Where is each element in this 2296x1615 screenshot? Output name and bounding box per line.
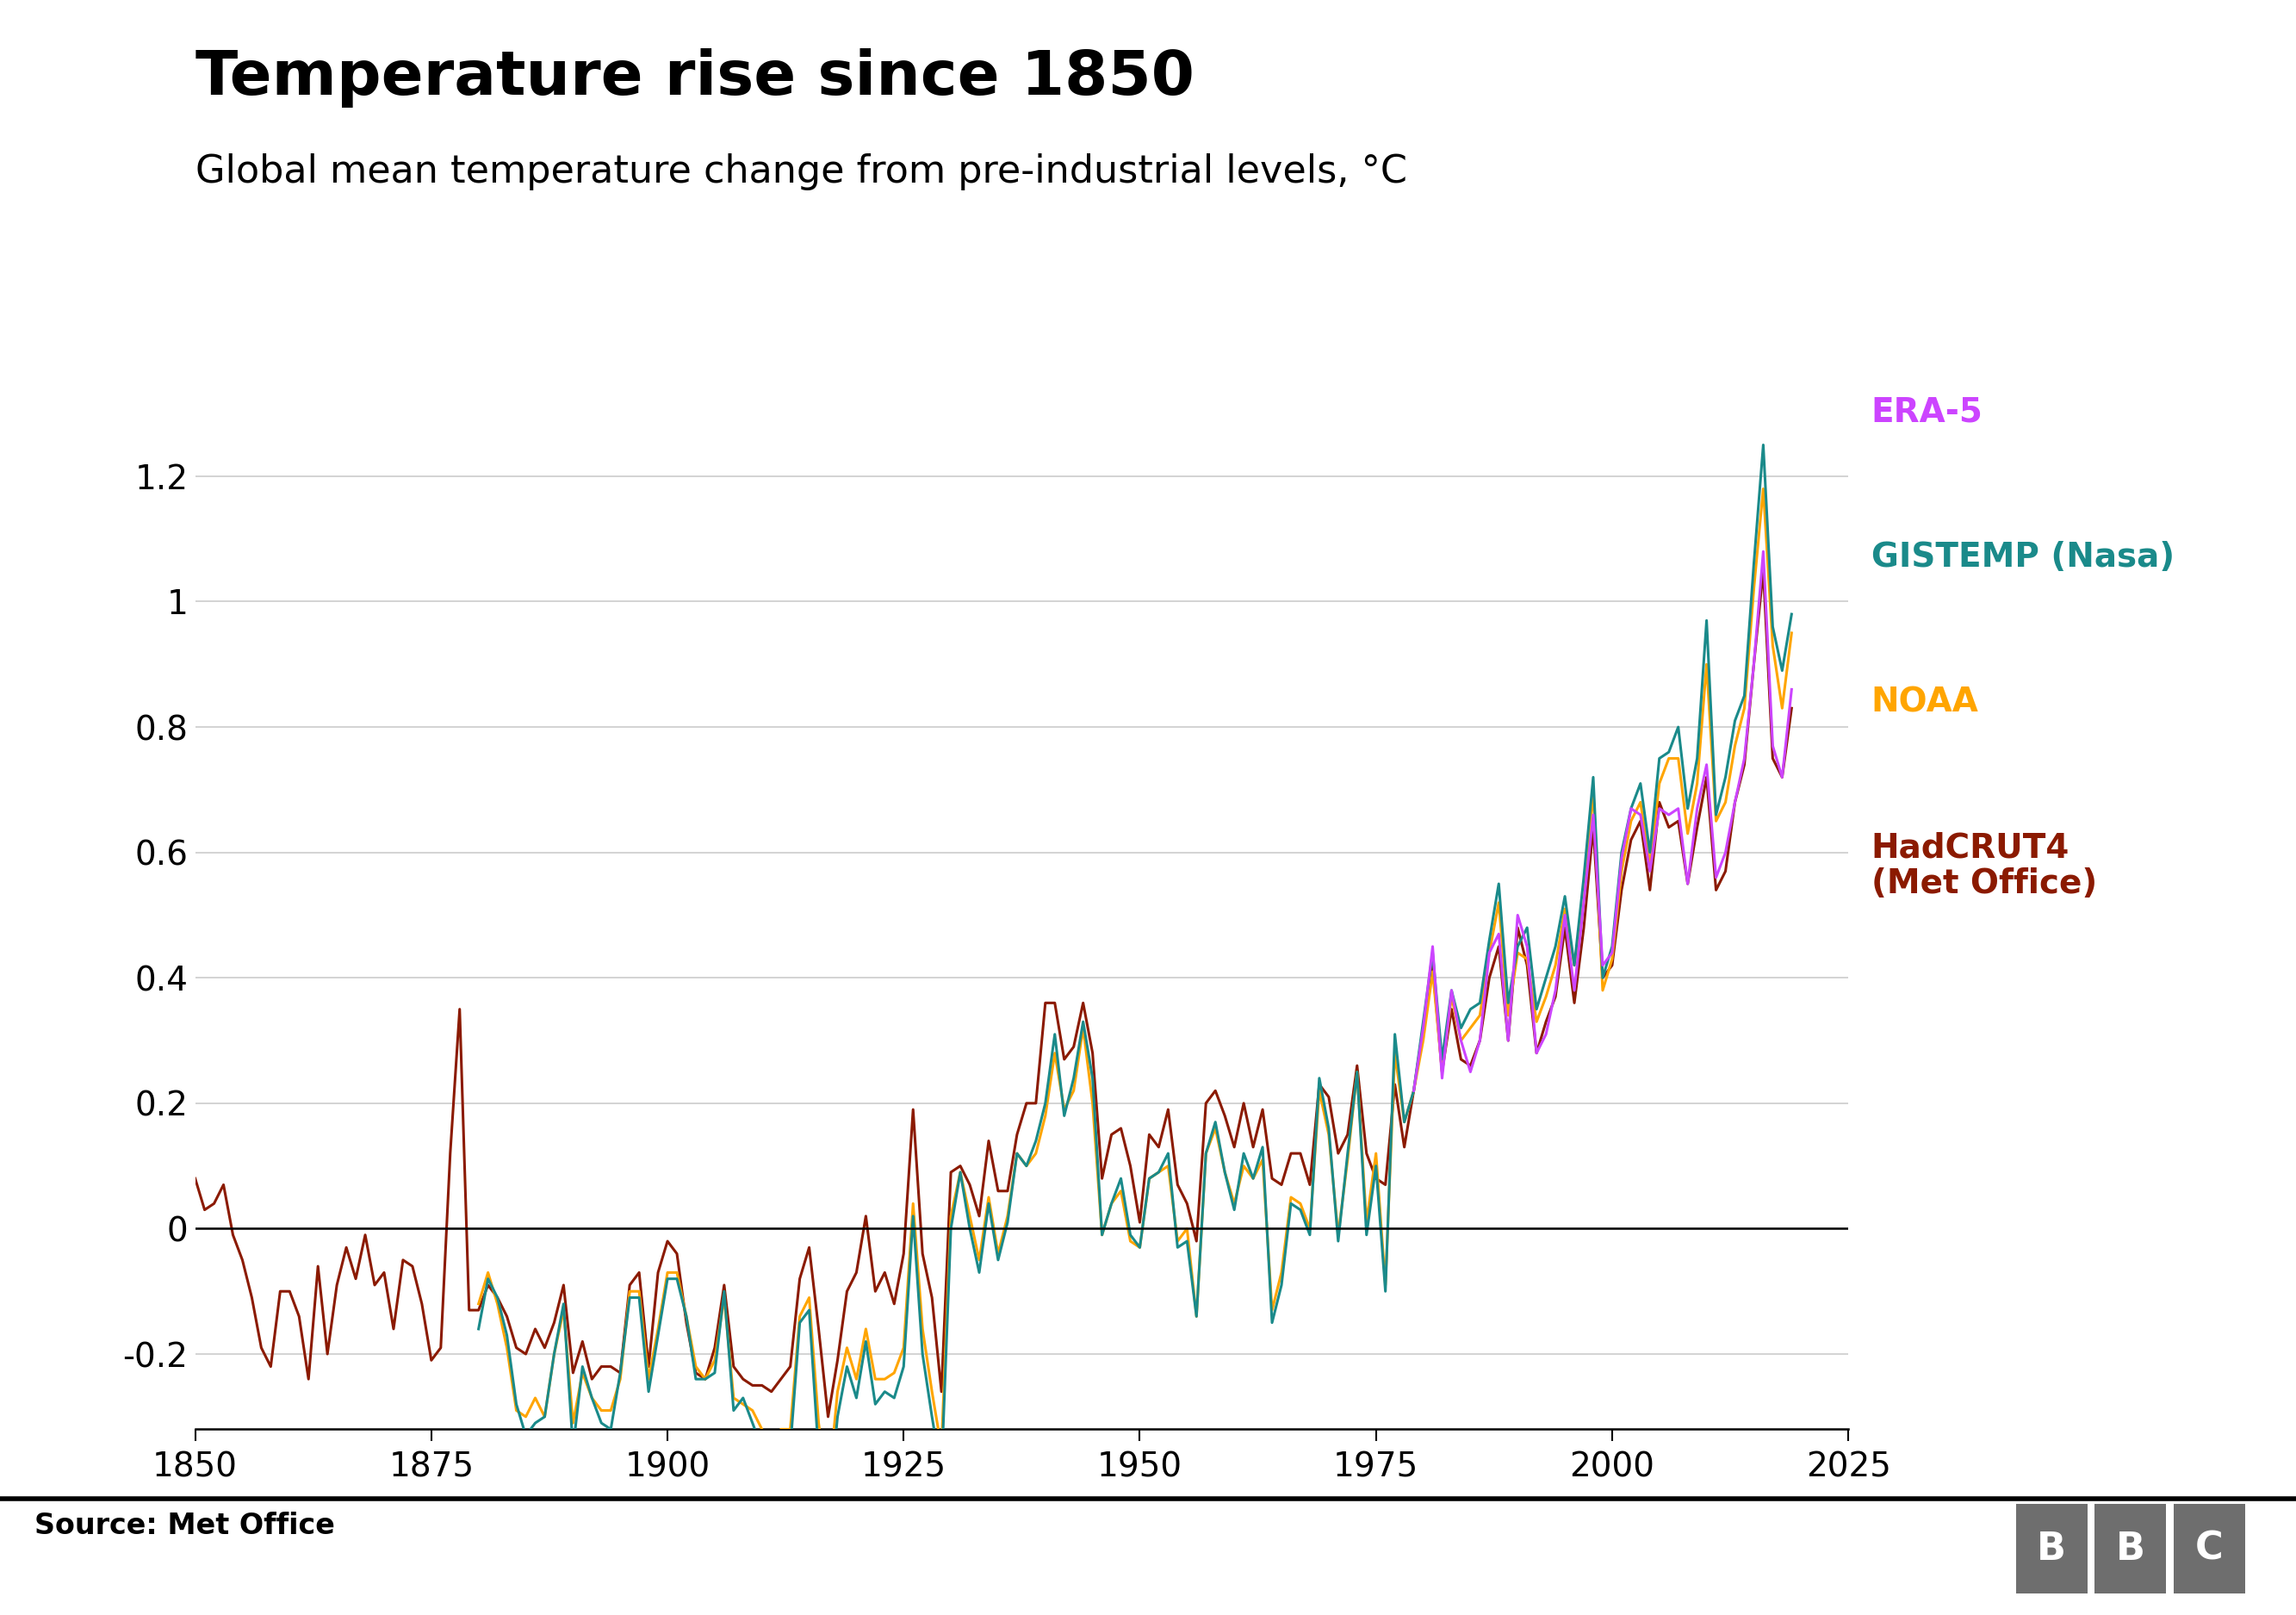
Text: B: B <box>2117 1531 2144 1567</box>
Bar <box>2016 1504 2087 1594</box>
Text: HadCRUT4
(Met Office): HadCRUT4 (Met Office) <box>1871 832 2096 900</box>
Text: C: C <box>2195 1531 2223 1567</box>
Text: Global mean temperature change from pre-industrial levels, °C: Global mean temperature change from pre-… <box>195 153 1407 191</box>
Text: Temperature rise since 1850: Temperature rise since 1850 <box>195 48 1194 108</box>
Text: B: B <box>2037 1531 2066 1567</box>
Text: Source: Met Office: Source: Met Office <box>34 1512 335 1541</box>
Text: NOAA: NOAA <box>1871 686 1979 719</box>
Bar <box>2094 1504 2165 1594</box>
Text: ERA-5: ERA-5 <box>1871 396 1984 428</box>
Bar <box>2174 1504 2245 1594</box>
Text: GISTEMP (Nasa): GISTEMP (Nasa) <box>1871 541 2174 573</box>
